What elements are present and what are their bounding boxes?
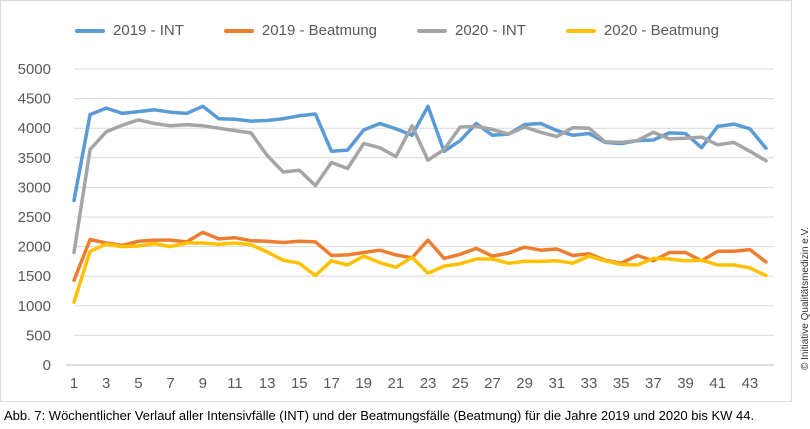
figure-caption: Abb. 7: Wöchentlicher Verlauf aller Inte… xyxy=(4,408,755,423)
y-tick-label: 1500 xyxy=(18,268,51,285)
chart-frame: 0 500 1000 1500 2000 2500 3000 3500 4000 4500 5000… xyxy=(0,0,792,402)
x-tick-label: 17 xyxy=(323,375,340,392)
x-tick-label: 25 xyxy=(452,375,469,392)
legend-label-2019-int: 2019 - INT xyxy=(113,22,184,39)
y-tick-label: 3500 xyxy=(18,150,51,167)
x-tick-label: 39 xyxy=(677,375,694,392)
x-tick-label: 23 xyxy=(420,375,437,392)
series-line-0 xyxy=(72,104,768,203)
legend-swatch-2020-int xyxy=(417,28,447,33)
legend-item-2019-beatmung: 2019 - Beatmung xyxy=(223,22,377,39)
x-tick-label: 41 xyxy=(709,375,726,392)
legend-item-2019-int: 2019 - INT xyxy=(75,22,184,39)
x-tick-label: 7 xyxy=(166,375,174,392)
x-tick-label: 33 xyxy=(581,375,598,392)
x-tick-label: 29 xyxy=(516,375,533,392)
x-tick-label: 11 xyxy=(227,375,243,392)
legend-item-2020-int: 2020 - INT xyxy=(417,22,526,39)
x-tick-label: 31 xyxy=(548,375,565,392)
line-chart: 0 500 1000 1500 2000 2500 3000 3500 4000 4500 5000… xyxy=(18,61,774,392)
x-tick-label: 19 xyxy=(355,375,372,392)
x-tick-label: 9 xyxy=(199,375,207,392)
series-line-3 xyxy=(72,241,768,304)
x-tick-label: 15 xyxy=(291,375,308,392)
y-tick-label: 0 xyxy=(43,357,51,374)
x-tick-label: 35 xyxy=(613,375,630,392)
x-tick-label: 43 xyxy=(742,375,759,392)
legend-swatch-2019-int xyxy=(75,28,106,33)
legend-label-2020-beatmung: 2020 - Beatmung xyxy=(603,22,719,39)
y-tick-label: 3000 xyxy=(18,179,51,196)
legend-label-2020-int: 2020 - INT xyxy=(455,22,526,39)
y-tick-label: 500 xyxy=(26,327,51,344)
y-tick-label: 1000 xyxy=(18,298,51,315)
x-tick-label: 27 xyxy=(484,375,501,392)
copyright-note: © Initiative Qualitätsmedizin e.V. xyxy=(800,226,810,370)
y-tick-label: 5000 xyxy=(18,61,51,78)
legend: 2019 - INT 2019 - Beatmung 2020 - INT 20… xyxy=(1,22,793,39)
x-tick-label: 21 xyxy=(388,375,405,392)
legend-label-2019-beatmung: 2019 - Beatmung xyxy=(261,22,377,39)
x-tick-label: 1 xyxy=(70,375,78,392)
y-tick-label: 2500 xyxy=(18,209,51,226)
x-tick-label: 3 xyxy=(102,375,110,392)
x-tick-label: 37 xyxy=(645,375,662,392)
legend-item-2020-beatmung: 2020 - Beatmung xyxy=(565,22,719,39)
y-tick-label: 2000 xyxy=(18,239,51,256)
y-tick-label: 4000 xyxy=(18,120,51,137)
series-line-1 xyxy=(72,230,768,283)
legend-swatch-2020-beatmung xyxy=(565,28,596,33)
x-tick-label: 5 xyxy=(134,375,142,392)
series-line-2 xyxy=(72,118,768,255)
x-tick-label: 13 xyxy=(259,375,276,392)
y-tick-label: 4500 xyxy=(18,91,51,108)
legend-swatch-2019-beatmung xyxy=(223,28,254,33)
